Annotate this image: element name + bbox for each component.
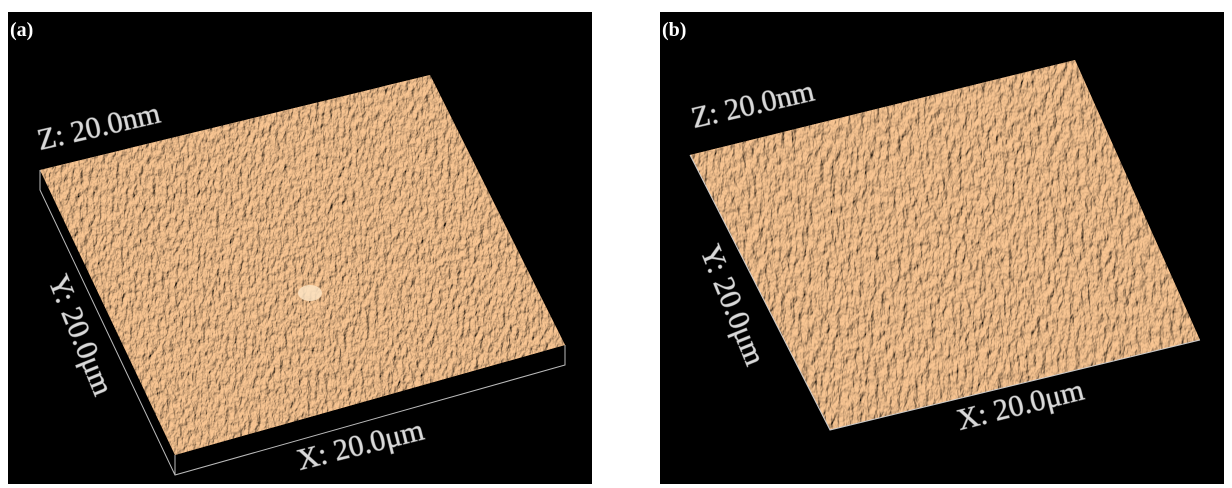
panel-b: (b) Z: 20.0nm Y: 20.0μm X: 20.0μm [660,12,1224,484]
surface-texture [40,75,565,455]
box-edge [689,154,1201,431]
panel-a: (a) Z: 20.0nm Y: 20.0μm X: 20.0μm [8,12,592,484]
panel-label: (b) [662,19,686,41]
surface-feature [298,285,322,301]
surface-texture [690,60,1200,430]
panel-label: (a) [10,19,33,41]
